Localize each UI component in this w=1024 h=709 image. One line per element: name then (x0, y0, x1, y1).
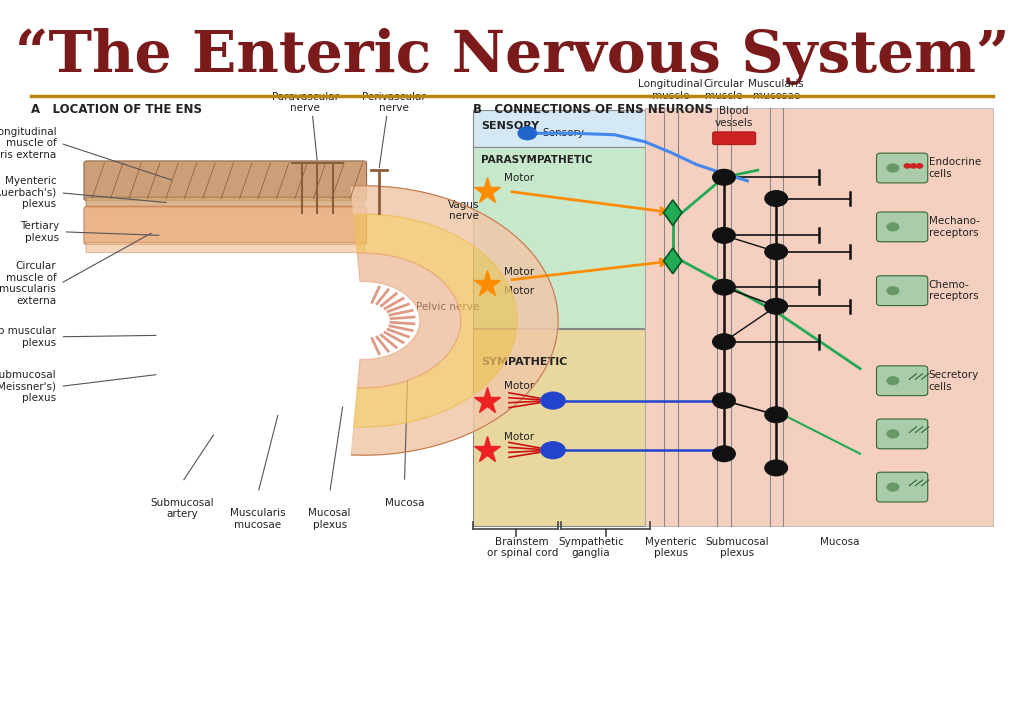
FancyBboxPatch shape (86, 242, 365, 252)
Circle shape (765, 407, 787, 423)
Text: SENSORY: SENSORY (481, 121, 540, 131)
Circle shape (887, 376, 899, 385)
FancyBboxPatch shape (713, 132, 756, 145)
Text: Tertiary
plexus: Tertiary plexus (20, 221, 59, 242)
Text: Chemo-
receptors: Chemo- receptors (929, 280, 978, 301)
Text: Submucosal
plexus: Submucosal plexus (706, 537, 769, 558)
Circle shape (765, 244, 787, 259)
Circle shape (541, 442, 565, 459)
Circle shape (887, 223, 899, 231)
Text: Submucosal
artery: Submucosal artery (151, 498, 214, 519)
Circle shape (518, 127, 537, 140)
Text: PARASYMPATHETIC: PARASYMPATHETIC (481, 155, 593, 164)
FancyBboxPatch shape (473, 147, 645, 328)
Text: Secretory
cells: Secretory cells (929, 370, 979, 391)
FancyBboxPatch shape (645, 108, 993, 526)
FancyBboxPatch shape (473, 329, 645, 526)
Text: A   LOCATION OF THE ENS: A LOCATION OF THE ENS (31, 103, 202, 116)
Text: Myenteric
(Auerbach's)
plexus: Myenteric (Auerbach's) plexus (0, 177, 56, 209)
Circle shape (713, 334, 735, 350)
Text: Mucosal
plexus: Mucosal plexus (308, 508, 351, 530)
Text: Mechano-
receptors: Mechano- receptors (929, 216, 980, 238)
Polygon shape (351, 186, 558, 455)
Polygon shape (664, 200, 682, 225)
Text: Perivascular
nerve: Perivascular nerve (362, 92, 426, 113)
FancyBboxPatch shape (86, 197, 365, 208)
Text: Myenteric
plexus: Myenteric plexus (645, 537, 696, 558)
Text: Circular
muscle of
muscularis
externa: Circular muscle of muscularis externa (0, 261, 56, 306)
Circle shape (904, 164, 910, 168)
Text: Muscularis
mucosae: Muscularis mucosae (749, 79, 804, 101)
Circle shape (713, 393, 735, 408)
Circle shape (887, 430, 899, 438)
Text: SYMPATHETIC: SYMPATHETIC (481, 357, 567, 367)
Text: Submucosal
(Meissner's)
plexus: Submucosal (Meissner's) plexus (0, 370, 56, 403)
FancyBboxPatch shape (877, 419, 928, 449)
Circle shape (887, 483, 899, 491)
Text: Motor: Motor (504, 286, 534, 296)
Circle shape (541, 392, 565, 409)
Circle shape (765, 298, 787, 314)
Text: Motor: Motor (504, 381, 534, 391)
Circle shape (765, 191, 787, 206)
FancyBboxPatch shape (84, 161, 367, 201)
Text: Motor: Motor (504, 173, 534, 183)
Circle shape (713, 169, 735, 185)
Circle shape (713, 228, 735, 243)
Circle shape (765, 460, 787, 476)
Text: Deep muscular
plexus: Deep muscular plexus (0, 326, 56, 347)
Text: Sensory: Sensory (543, 128, 585, 138)
Text: Sympathetic
ganglia: Sympathetic ganglia (558, 537, 624, 558)
FancyBboxPatch shape (877, 153, 928, 183)
Text: Vagus
nerve: Vagus nerve (447, 200, 479, 221)
Text: Circular
muscle: Circular muscle (703, 79, 744, 101)
Text: Pelvic nerve: Pelvic nerve (416, 302, 479, 312)
Polygon shape (354, 214, 517, 427)
FancyBboxPatch shape (473, 110, 645, 147)
Text: Longitudinal
muscle of
muscularis externa: Longitudinal muscle of muscularis extern… (0, 127, 56, 160)
FancyBboxPatch shape (84, 206, 367, 245)
Polygon shape (664, 248, 682, 274)
Text: Muscularis
mucosae: Muscularis mucosae (230, 508, 286, 530)
FancyBboxPatch shape (877, 212, 928, 242)
Circle shape (910, 164, 916, 168)
Text: B   CONNECTIONS OF ENS NEURONS: B CONNECTIONS OF ENS NEURONS (473, 103, 713, 116)
Circle shape (887, 164, 899, 172)
Text: Blood
vessels: Blood vessels (715, 106, 754, 128)
Circle shape (713, 279, 735, 295)
Circle shape (713, 446, 735, 462)
Text: Motor: Motor (504, 267, 534, 277)
Text: Mucosa: Mucosa (385, 498, 424, 508)
FancyBboxPatch shape (877, 276, 928, 306)
Polygon shape (357, 253, 461, 388)
FancyBboxPatch shape (877, 472, 928, 502)
Text: Motor: Motor (504, 432, 534, 442)
Circle shape (887, 286, 899, 295)
Text: Paravascular
nerve: Paravascular nerve (271, 92, 339, 113)
Text: Longitudinal
muscle: Longitudinal muscle (638, 79, 703, 101)
Text: Endocrine
cells: Endocrine cells (929, 157, 981, 179)
Text: Brainstem
or spinal cord: Brainstem or spinal cord (486, 537, 558, 558)
Text: “The Enteric Nervous System”: “The Enteric Nervous System” (14, 28, 1010, 85)
Text: Mucosa: Mucosa (820, 537, 859, 547)
FancyBboxPatch shape (877, 366, 928, 396)
Circle shape (916, 164, 923, 168)
